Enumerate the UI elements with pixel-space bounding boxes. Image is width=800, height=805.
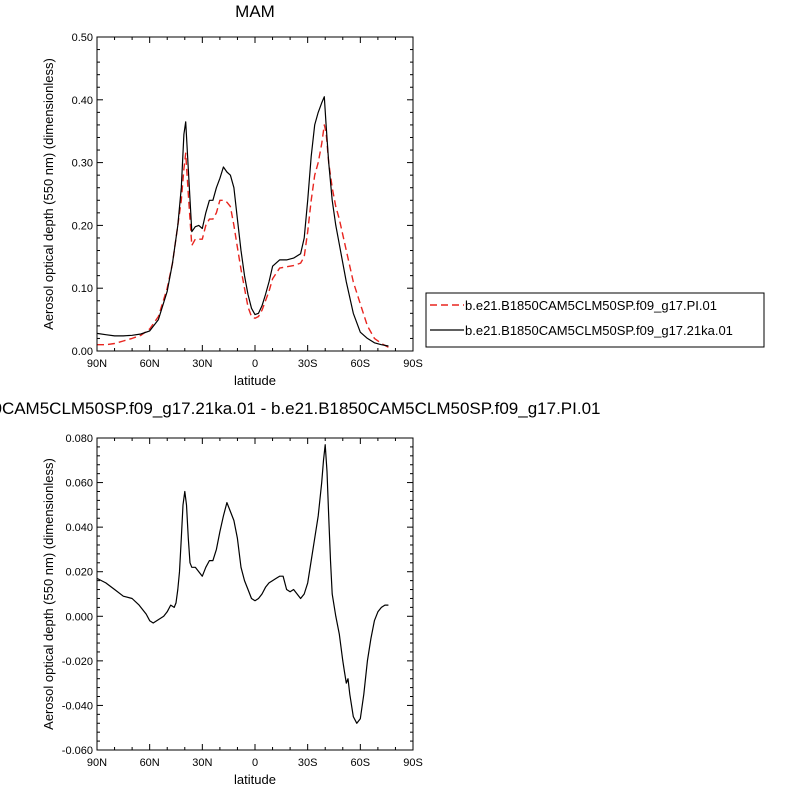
bottom-chart-y-axis-label: Aerosol optical depth (550 nm) (dimensio… [41, 458, 56, 730]
legend-label-pi: b.e21.B1850CAM5CLM50SP.f09_g17.PI.01 [465, 298, 717, 313]
bottom-chart-series [96, 444, 389, 724]
y-tick-label: 0.00 [72, 346, 93, 358]
x-tick-label: 0 [252, 358, 258, 370]
legend-box [425, 292, 765, 348]
bottom-chart-y-ticks: -0.060 -0.040 -0.020 0.000 0.020 0.040 0.060 0.… [62, 433, 413, 757]
legend-label-21ka: b.e21.B1850CAM5CLM50SP.f09_g17.21ka.01 [465, 323, 733, 338]
series-line-0 [96, 444, 389, 724]
x-tick-label: 30N [192, 757, 212, 769]
y-tick-label: 0.040 [65, 522, 93, 534]
top-chart: MAM 0.00 0.10 0.20 0.30 0.40 0.50 90N 60N 30N 0 3… [41, 2, 765, 388]
y-tick-label: 0.000 [65, 611, 93, 623]
y-tick-label: 0.50 [72, 32, 93, 44]
x-tick-label: 90S [403, 358, 423, 370]
bottom-chart-x-axis-label: latitude [234, 772, 276, 787]
x-tick-label: 30N [192, 358, 212, 370]
x-tick-label: 0 [252, 757, 258, 769]
top-chart-frame [96, 36, 414, 352]
y-tick-label: 0.20 [72, 220, 93, 232]
x-tick-label: 60S [351, 757, 371, 769]
bottom-chart-title: b.e21.B1850CAM5CLM50SP.f09_g17.21ka.01 -… [0, 399, 600, 418]
y-tick-label: 0.10 [72, 283, 93, 295]
x-tick-label: 60S [351, 358, 371, 370]
x-tick-label: 60N [140, 358, 160, 370]
x-tick-label: 30S [298, 358, 318, 370]
y-tick-label: 0.30 [72, 158, 93, 170]
y-tick-label: 0.020 [65, 567, 93, 579]
bottom-chart: b.e21.B1850CAM5CLM50SP.f09_g17.21ka.01 -… [0, 399, 600, 787]
x-tick-label: 30S [298, 757, 318, 769]
series-line-0 [97, 124, 389, 348]
x-tick-label: 90N [87, 757, 107, 769]
bottom-chart-frame [96, 437, 414, 751]
x-tick-label: 60N [140, 757, 160, 769]
top-chart-y-axis-label: Aerosol optical depth (550 nm) (dimensio… [41, 58, 56, 330]
top-chart-legend: b.e21.B1850CAM5CLM50SP.f09_g17.PI.01 b.e… [425, 292, 765, 348]
x-tick-label: 90S [403, 757, 423, 769]
top-chart-series [96, 96, 389, 348]
top-chart-x-axis-label: latitude [234, 373, 276, 388]
y-tick-label: 0.080 [65, 433, 93, 445]
y-tick-label: -0.060 [62, 745, 93, 757]
y-tick-label: -0.040 [62, 700, 93, 712]
y-tick-label: -0.020 [62, 656, 93, 668]
top-chart-title: MAM [235, 2, 275, 21]
series-line-1 [96, 96, 389, 347]
y-tick-label: 0.060 [65, 478, 93, 490]
top-chart-y-ticks: 0.00 0.10 0.20 0.30 0.40 0.50 [72, 32, 413, 358]
top-chart-x-ticks: 90N 60N 30N 0 30S 60S 90S [87, 37, 423, 370]
x-tick-label: 90N [87, 358, 107, 370]
y-tick-label: 0.40 [72, 95, 93, 107]
